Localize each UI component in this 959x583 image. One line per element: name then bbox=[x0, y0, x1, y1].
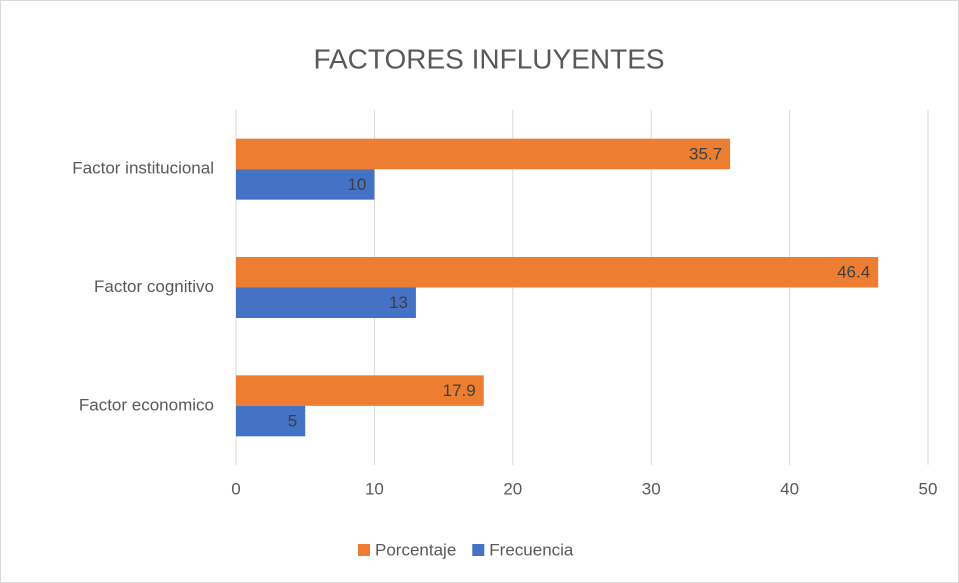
chart-title: FACTORES INFLUYENTES bbox=[313, 43, 664, 74]
x-tick-label: 30 bbox=[642, 479, 661, 498]
legend-swatch bbox=[472, 544, 485, 556]
data-label: 10 bbox=[347, 175, 366, 194]
x-tick-label: 20 bbox=[503, 479, 522, 498]
bar bbox=[236, 287, 416, 318]
legend-label: Frecuencia bbox=[489, 540, 574, 559]
data-label: 46.4 bbox=[837, 263, 870, 282]
data-label: 5 bbox=[288, 412, 297, 431]
y-tick-label: Factor institucional bbox=[72, 159, 214, 178]
bar bbox=[236, 257, 879, 288]
legend-swatch bbox=[358, 544, 370, 556]
bar bbox=[236, 375, 484, 406]
x-tick-label: 10 bbox=[365, 479, 384, 498]
y-tick-label: Factor cognitivo bbox=[94, 277, 214, 296]
x-tick-label: 0 bbox=[231, 479, 240, 498]
y-tick-label: Factor economico bbox=[79, 395, 214, 414]
data-label: 35.7 bbox=[689, 144, 722, 163]
bar bbox=[236, 405, 306, 437]
bar bbox=[236, 138, 731, 170]
x-tick-label: 40 bbox=[780, 479, 799, 498]
x-tick-label: 50 bbox=[919, 479, 938, 498]
legend-label: Porcentaje bbox=[375, 540, 456, 559]
bar bbox=[236, 169, 375, 200]
data-label: 13 bbox=[389, 293, 408, 312]
data-label: 17.9 bbox=[443, 381, 476, 400]
